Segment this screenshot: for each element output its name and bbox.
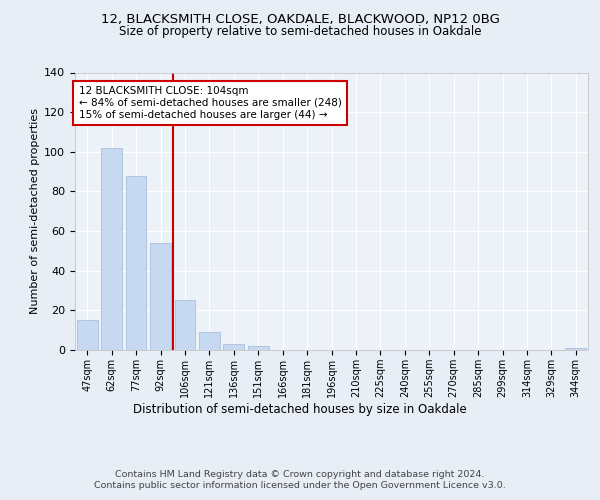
Bar xyxy=(223,344,244,350)
Bar xyxy=(248,346,269,350)
Bar xyxy=(565,348,586,350)
Bar xyxy=(125,176,146,350)
Text: Distribution of semi-detached houses by size in Oakdale: Distribution of semi-detached houses by … xyxy=(133,402,467,415)
Text: 12, BLACKSMITH CLOSE, OAKDALE, BLACKWOOD, NP12 0BG: 12, BLACKSMITH CLOSE, OAKDALE, BLACKWOOD… xyxy=(101,12,499,26)
Text: 12 BLACKSMITH CLOSE: 104sqm
← 84% of semi-detached houses are smaller (248)
15% : 12 BLACKSMITH CLOSE: 104sqm ← 84% of sem… xyxy=(79,86,341,120)
Bar xyxy=(150,243,171,350)
Bar xyxy=(175,300,196,350)
Y-axis label: Number of semi-detached properties: Number of semi-detached properties xyxy=(30,108,40,314)
Text: Size of property relative to semi-detached houses in Oakdale: Size of property relative to semi-detach… xyxy=(119,25,481,38)
Text: Contains public sector information licensed under the Open Government Licence v3: Contains public sector information licen… xyxy=(94,481,506,490)
Text: Contains HM Land Registry data © Crown copyright and database right 2024.: Contains HM Land Registry data © Crown c… xyxy=(115,470,485,479)
Bar xyxy=(77,320,98,350)
Bar xyxy=(101,148,122,350)
Bar xyxy=(199,332,220,350)
